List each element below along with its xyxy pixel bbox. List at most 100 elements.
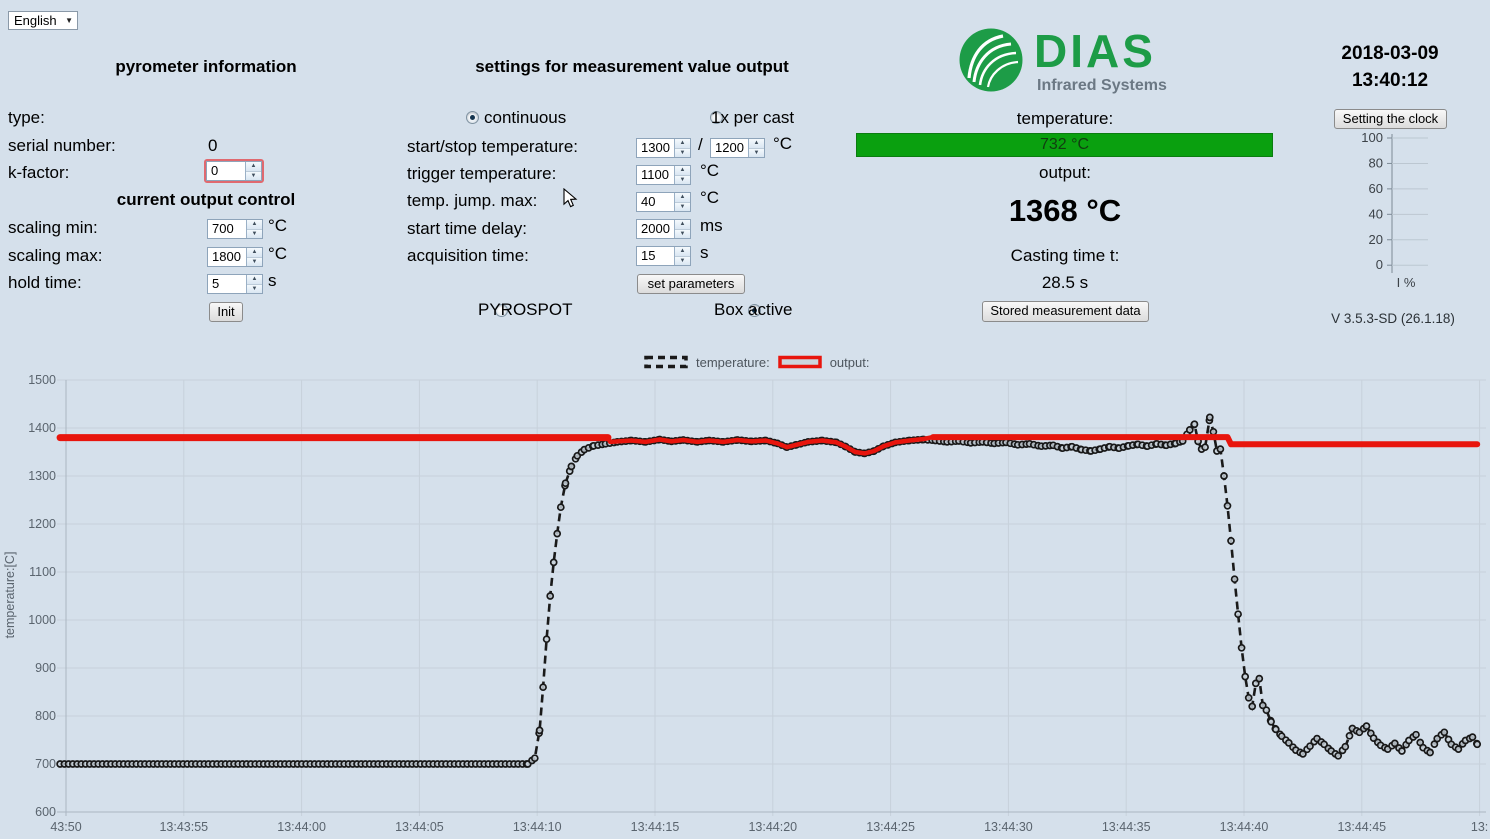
trigger-temp-spinner[interactable]: 1100 ▲ ▼: [636, 165, 691, 185]
y-tick-label: 1300: [28, 469, 56, 483]
scaling-min-spinner[interactable]: 700 ▲ ▼: [207, 219, 263, 239]
output-legend-label: output:: [829, 355, 870, 370]
spinner-up-icon[interactable]: ▲: [749, 139, 764, 149]
x-tick-label: 13:44:05: [395, 820, 444, 834]
per-cast-radio[interactable]: [710, 111, 724, 124]
scaling-min-label: scaling min:: [8, 218, 98, 237]
version-text: V 3.5.3-SD (26.1.18): [1331, 311, 1455, 326]
scaling-min-input[interactable]: 700: [212, 221, 234, 236]
kfactor-input[interactable]: 0: [211, 163, 219, 178]
gauge-tick-label: 100: [1361, 130, 1383, 145]
trigger-temp-spin-buttons[interactable]: ▲ ▼: [674, 166, 690, 184]
spinner-down-icon[interactable]: ▼: [675, 229, 690, 238]
start-delay-label: start time delay:: [407, 219, 527, 238]
spinner-down-icon[interactable]: ▼: [246, 171, 261, 180]
x-tick-label: 13:44:15: [631, 820, 680, 834]
spinner-up-icon[interactable]: ▲: [247, 248, 262, 258]
start-delay-spin-buttons[interactable]: ▲ ▼: [674, 220, 690, 238]
pyrospot-radio-label[interactable]: PYROSPOT: [478, 300, 573, 319]
spinner-down-icon[interactable]: ▼: [247, 257, 262, 266]
acquisition-time-spinner[interactable]: 15 ▲ ▼: [636, 246, 691, 266]
box-active-radio[interactable]: [748, 304, 762, 317]
spinner-up-icon[interactable]: ▲: [675, 193, 690, 203]
start-temp-spinner[interactable]: 1300 ▲ ▼: [636, 138, 691, 158]
start-delay-unit: ms: [700, 216, 723, 235]
trigger-temp-unit: °C: [700, 161, 720, 180]
scaling-max-spin-buttons[interactable]: ▲ ▼: [246, 248, 262, 266]
spinner-down-icon[interactable]: ▼: [247, 284, 262, 293]
acquisition-time-input[interactable]: 15: [641, 248, 656, 263]
init-button[interactable]: Init: [209, 302, 243, 322]
spinner-down-icon[interactable]: ▼: [675, 202, 690, 211]
kfactor-label: k-factor:: [8, 163, 70, 182]
trigger-temp-label: trigger temperature:: [407, 164, 557, 183]
serial-number-label: serial number:: [8, 136, 116, 155]
start-temp-spin-buttons[interactable]: ▲ ▼: [674, 139, 690, 157]
pyrospot-radio[interactable]: [494, 304, 508, 317]
output-label: output:: [1039, 163, 1091, 182]
spinner-down-icon[interactable]: ▼: [675, 256, 690, 265]
spinner-down-icon[interactable]: ▼: [247, 229, 262, 238]
gauge-tick-label: 20: [1369, 232, 1383, 247]
y-tick-label: 1400: [28, 421, 56, 435]
dropdown-arrow-icon: ▼: [65, 16, 73, 25]
y-axis-title: temperature:[C]: [3, 552, 17, 639]
scaling-max-unit: °C: [268, 244, 288, 263]
y-tick-label: 600: [35, 805, 56, 819]
box-active-radio-label[interactable]: Box active: [714, 300, 793, 319]
spinner-up-icon[interactable]: ▲: [675, 220, 690, 230]
start-temp-input[interactable]: 1300: [641, 140, 670, 155]
casting-time-label: Casting time t:: [1010, 246, 1120, 265]
mouse-cursor: [563, 188, 578, 208]
scaling-min-spin-buttons[interactable]: ▲ ▼: [246, 220, 262, 238]
kfactor-spinner[interactable]: 0 ▲ ▼: [206, 161, 262, 181]
temperature-chart: 600 700 800 900 1000 1100 1200 1300 1400 1500 43:5…: [3, 373, 1488, 834]
spinner-down-icon[interactable]: ▼: [675, 148, 690, 157]
spinner-down-icon[interactable]: ▼: [749, 148, 764, 157]
x-tick-label: 13:: [1471, 820, 1488, 834]
continuous-radio-label[interactable]: continuous: [484, 108, 567, 127]
gauge-tick-label: 0: [1376, 257, 1383, 272]
output-legend-swatch: [777, 355, 822, 369]
hold-time-input[interactable]: 5: [212, 276, 220, 291]
temp-jump-spin-buttons[interactable]: ▲ ▼: [674, 193, 690, 211]
scaling-min-unit: °C: [268, 216, 288, 235]
x-tick-label: 43:50: [50, 820, 81, 834]
temp-jump-spinner[interactable]: 40 ▲ ▼: [636, 192, 691, 212]
per-cast-radio-label[interactable]: 1x per cast: [711, 108, 795, 127]
hold-time-spinner[interactable]: 5 ▲ ▼: [207, 274, 263, 294]
spinner-up-icon[interactable]: ▲: [675, 166, 690, 176]
gauge-tick-label: 60: [1369, 181, 1383, 196]
temp-jump-input[interactable]: 40: [641, 194, 656, 209]
x-tick-label: 13:44:30: [984, 820, 1033, 834]
stop-temp-spinner[interactable]: 1200 ▲ ▼: [710, 138, 765, 158]
hold-time-spin-buttons[interactable]: ▲ ▼: [246, 275, 262, 293]
stop-temp-spin-buttons[interactable]: ▲ ▼: [748, 139, 764, 157]
x-tick-label: 13:44:00: [277, 820, 326, 834]
start-delay-input[interactable]: 2000: [641, 221, 670, 236]
spinner-up-icon[interactable]: ▲: [675, 247, 690, 257]
spinner-up-icon[interactable]: ▲: [246, 162, 261, 172]
kfactor-spin-buttons[interactable]: ▲ ▼: [245, 162, 261, 180]
spinner-up-icon[interactable]: ▲: [247, 220, 262, 230]
spinner-down-icon[interactable]: ▼: [675, 175, 690, 184]
scaling-max-input[interactable]: 1800: [212, 249, 241, 264]
set-parameters-button[interactable]: set parameters: [637, 274, 745, 294]
hold-time-unit: s: [268, 271, 277, 290]
language-select[interactable]: English ▼: [8, 11, 78, 30]
stop-temp-input[interactable]: 1200: [715, 140, 744, 155]
setting-the-clock-button[interactable]: Setting the clock: [1334, 109, 1447, 129]
start-delay-spinner[interactable]: 2000 ▲ ▼: [636, 219, 691, 239]
spinner-up-icon[interactable]: ▲: [247, 275, 262, 285]
trigger-temp-input[interactable]: 1100: [641, 167, 669, 182]
stored-measurement-data-button[interactable]: Stored measurement data: [982, 301, 1149, 322]
gauge-unit-label: I %: [1397, 275, 1416, 290]
kfactor-field-highlight: 0 ▲ ▼: [204, 159, 264, 183]
continuous-radio[interactable]: [466, 111, 479, 124]
x-tick-label: 13:44:45: [1337, 820, 1386, 834]
acquisition-time-spin-buttons[interactable]: ▲ ▼: [674, 247, 690, 265]
scaling-max-spinner[interactable]: 1800 ▲ ▼: [207, 247, 263, 267]
y-tick-label: 1200: [28, 517, 56, 531]
pyrometer-info-title: pyrometer information: [115, 57, 297, 76]
spinner-up-icon[interactable]: ▲: [675, 139, 690, 149]
